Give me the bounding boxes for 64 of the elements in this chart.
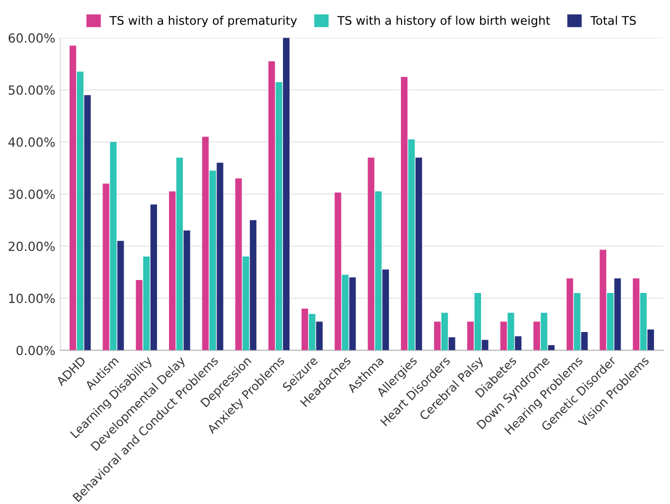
bar [632,278,640,350]
bar [110,142,117,350]
bar [474,292,482,350]
bar [334,192,342,350]
bar [448,337,456,350]
y-tick-label: 60.00% [8,33,55,43]
bar [581,332,588,350]
legend-label: Total TS [590,16,636,25]
bar [482,340,488,350]
bar [184,230,190,350]
bar [607,292,614,350]
bar [574,292,580,350]
bar [143,256,150,350]
bar [467,322,474,350]
bar [235,178,242,350]
y-tick-label: 40.00% [8,137,55,147]
bar [614,278,621,350]
bar [308,314,316,350]
bar [508,312,514,350]
legend-label: TS with a history of low birth weight [337,16,550,28]
bar [117,240,124,350]
y-tick-label: 50.00% [8,85,55,95]
bar [268,61,275,350]
bar [169,191,176,350]
bar [500,322,507,350]
y-tick-label: 30.00% [8,190,55,199]
bar [408,139,415,350]
bar [316,322,323,350]
y-tick-label: 10.00% [9,294,55,304]
bar [216,162,224,350]
bar [282,38,290,350]
bar [375,191,382,350]
bar [276,82,282,350]
y-tick-label: 20.00% [8,242,55,252]
bar [84,95,91,350]
bar [150,204,158,350]
bar [250,220,256,350]
legend-label: TS with a history of prematurity [110,16,297,28]
bar [441,312,448,350]
bar [514,336,522,350]
bar [102,184,110,350]
bar [640,292,647,350]
bar [209,170,216,350]
bar [136,280,142,350]
bar [600,250,606,350]
bar [416,158,422,350]
bar [533,322,540,350]
bar [400,76,408,350]
bar [70,46,76,350]
bar [647,329,654,350]
bar [176,158,183,350]
bar [202,136,209,350]
bar [548,345,555,350]
bar [382,270,389,350]
y-tick-label: 0.00% [16,346,55,356]
bar [349,277,356,350]
bar [566,278,574,350]
bar [540,312,548,350]
bar [434,322,441,350]
bar [302,308,308,350]
bar [368,158,374,350]
bar [342,274,349,350]
bar [76,72,84,350]
bar [242,256,250,350]
